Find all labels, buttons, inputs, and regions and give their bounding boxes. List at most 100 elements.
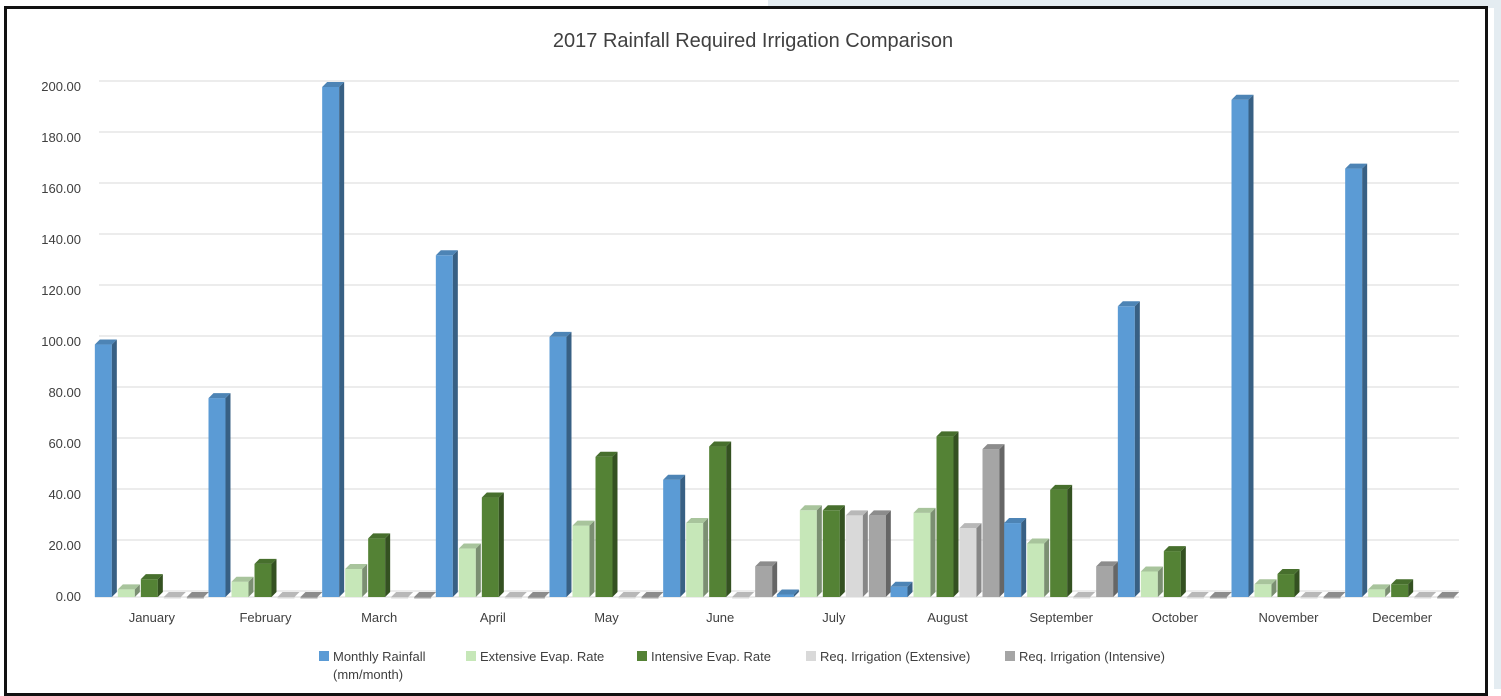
x-tick-label: July	[822, 610, 846, 625]
bar	[1050, 484, 1073, 597]
bar-side	[362, 563, 368, 597]
chart-frame: 2017 Rainfall Required Irrigation Compar…	[4, 6, 1488, 696]
bar-side	[385, 533, 391, 597]
bar-top	[572, 520, 595, 526]
bar	[686, 518, 709, 597]
bar	[117, 584, 140, 597]
bar-front	[663, 479, 681, 597]
y-tick-label: 40.00	[48, 487, 81, 502]
y-tick-label: 60.00	[48, 436, 81, 451]
bar-top	[1163, 546, 1186, 552]
bar-top	[368, 533, 391, 539]
bar-side	[589, 520, 595, 597]
bar-top	[117, 584, 140, 590]
bar-side	[793, 589, 799, 597]
y-axis: 0.00 20.00 40.00 60.00 80.00 100.00 120.00 140.…	[41, 79, 81, 604]
bar	[231, 576, 254, 597]
bar-top	[1050, 484, 1073, 490]
bar	[755, 561, 778, 597]
bar-side	[1113, 561, 1119, 597]
bar-side	[452, 250, 458, 598]
bar-side	[680, 474, 686, 597]
bar-top	[1186, 592, 1209, 597]
bar-front	[1368, 589, 1386, 597]
y-tick-label: 100.00	[41, 334, 81, 349]
bar-side	[862, 510, 868, 597]
bar-top	[322, 82, 345, 87]
bar-front	[300, 597, 318, 599]
bar	[527, 592, 550, 599]
bar-top	[1117, 301, 1140, 307]
y-tick-label: 80.00	[48, 385, 81, 400]
bar-top	[1073, 592, 1096, 597]
y-tick-label: 200.00	[41, 79, 81, 94]
bar-front	[140, 579, 158, 597]
y-tick-label: 160.00	[41, 181, 81, 196]
bar-front	[277, 597, 295, 599]
legend-swatch	[637, 651, 647, 661]
bar-side	[566, 331, 572, 597]
y-tick-label: 0.00	[56, 589, 81, 604]
bar-top	[231, 576, 254, 582]
bar-top	[845, 510, 868, 516]
legend-label: Extensive Evap. Rate	[480, 649, 604, 664]
x-tick-label: August	[927, 610, 968, 625]
bar	[1231, 94, 1254, 597]
bar-side	[930, 507, 936, 597]
bar-front	[982, 449, 1000, 597]
bar-front	[1140, 571, 1158, 597]
legend-label: Intensive Evap. Rate	[651, 649, 771, 664]
bar	[595, 451, 618, 597]
bar-top	[618, 592, 641, 597]
bar-side	[157, 574, 163, 597]
bar-top	[140, 574, 163, 580]
bar-front	[868, 515, 886, 597]
bar	[254, 558, 277, 597]
legend-swatch	[806, 651, 816, 661]
bar	[776, 589, 799, 597]
bar-front	[368, 538, 386, 597]
bar-top	[186, 592, 209, 597]
bar-top	[1254, 579, 1277, 585]
bar-top	[391, 592, 414, 597]
bar-front	[549, 336, 567, 597]
bar	[277, 592, 300, 599]
bar-top	[776, 589, 799, 595]
bar-front	[1073, 597, 1091, 599]
bar-side	[772, 561, 778, 597]
x-tick-label: May	[594, 610, 619, 625]
y-tick-label: 180.00	[41, 130, 81, 145]
bar	[1323, 592, 1346, 599]
bar-front	[435, 255, 453, 598]
legend-label: Monthly Rainfall	[333, 649, 426, 664]
bar-top	[1323, 592, 1346, 597]
background-panel-right	[1494, 0, 1501, 689]
bar-top	[1414, 592, 1437, 597]
bar-front	[1096, 566, 1114, 597]
bar	[1254, 579, 1277, 597]
x-tick-label: March	[361, 610, 397, 625]
x-tick-label: September	[1029, 610, 1093, 625]
bar-front	[117, 589, 135, 597]
legend-item: Req. Irrigation (Intensive)	[1005, 649, 1165, 664]
bar	[322, 82, 345, 597]
legend: Monthly Rainfall (mm/month) Extensive Evap…	[319, 649, 1165, 682]
bar-top	[1391, 579, 1414, 585]
bar-side	[1180, 546, 1186, 597]
x-axis: January February March April May June July Augu…	[129, 610, 1433, 625]
bar-front	[504, 597, 522, 599]
bar	[1300, 592, 1323, 599]
bar-side	[134, 584, 140, 597]
bar-top	[982, 444, 1005, 450]
bar-front	[755, 566, 773, 597]
bar-front	[641, 597, 659, 599]
bar-side	[839, 505, 845, 597]
bar	[572, 520, 595, 597]
bar-side	[999, 444, 1005, 597]
bar	[1163, 546, 1186, 597]
bar-side	[703, 518, 709, 597]
bar-side	[816, 505, 822, 597]
bar	[391, 592, 414, 599]
legend-item: Monthly Rainfall (mm/month)	[319, 649, 426, 682]
bar-front	[458, 548, 476, 597]
